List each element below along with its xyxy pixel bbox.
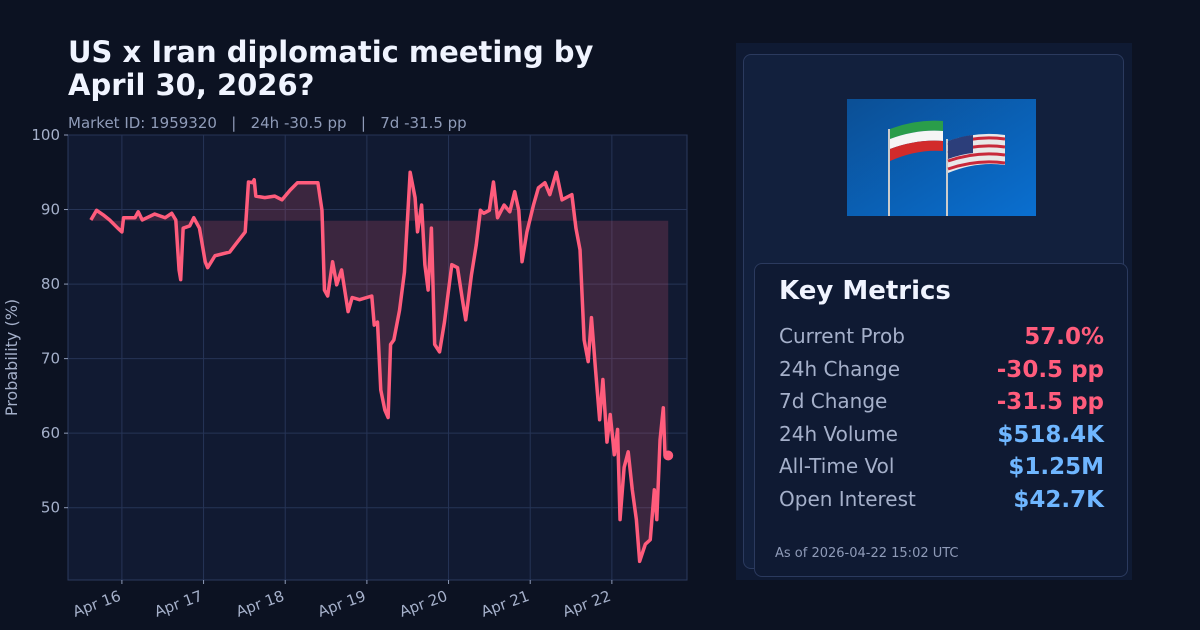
card-outer: Key Metrics As of 2026-04-22 15:02 UTC C… — [743, 54, 1128, 577]
deviation-fill — [90, 172, 669, 562]
metric-row: 7d Change -31.5 pp — [779, 389, 1104, 419]
flags-image — [847, 99, 1036, 216]
metric-row: Current Prob 57.0% — [779, 324, 1104, 354]
x-tick-label: Apr 20 — [397, 587, 450, 621]
y-tick-label: 100 — [31, 126, 60, 144]
metric-row: 24h Volume $518.4K — [779, 422, 1104, 452]
metric-value: -30.5 pp — [996, 356, 1104, 383]
metric-row: Open Interest $42.7K — [779, 487, 1104, 517]
y-axis-label: Probability (%) — [2, 299, 21, 416]
side-panel: Key Metrics As of 2026-04-22 15:02 UTC C… — [736, 43, 1132, 580]
x-tick-label: Apr 19 — [315, 587, 368, 621]
card-title: Key Metrics — [779, 276, 951, 306]
x-tick-label: Apr 18 — [234, 587, 287, 621]
metric-value: $42.7K — [1013, 486, 1104, 513]
metric-value: $518.4K — [997, 421, 1104, 448]
metric-row: All-Time Vol $1.25M — [779, 454, 1104, 484]
metric-value: $1.25M — [1008, 454, 1104, 480]
y-tick-label: 90 — [41, 201, 60, 219]
metric-label: 7d Change — [779, 389, 888, 413]
metric-label: All-Time Vol — [779, 454, 895, 478]
timestamp: As of 2026-04-22 15:02 UTC — [775, 546, 959, 561]
x-tick-label: Apr 16 — [70, 587, 123, 621]
y-tick-label: 50 — [41, 499, 60, 517]
x-tick-label: Apr 17 — [152, 587, 205, 621]
metrics-card: Key Metrics As of 2026-04-22 15:02 UTC C… — [754, 263, 1128, 577]
y-tick-label: 60 — [41, 424, 60, 442]
metric-value: 57.0% — [1024, 324, 1104, 350]
line — [89, 170, 669, 564]
metric-label: 24h Volume — [779, 421, 898, 446]
metric-value: -31.5 pp — [996, 389, 1104, 415]
chart-title: US x Iran diplomatic meeting by April 30… — [68, 35, 594, 102]
x-tick-label: Apr 22 — [560, 587, 613, 621]
chart-subtitle: Market ID: 1959320 | 24h -30.5 pp | 7d -… — [68, 114, 467, 132]
metric-row: 24h Change -30.5 pp — [779, 357, 1104, 387]
y-tick-label: 80 — [41, 275, 60, 293]
y-tick-label: 70 — [41, 350, 60, 368]
metric-label: Current Prob — [779, 324, 905, 348]
metric-label: Open Interest — [779, 486, 916, 511]
metric-label: 24h Change — [779, 356, 901, 381]
x-tick-label: Apr 21 — [479, 587, 532, 621]
last-point — [663, 450, 674, 461]
